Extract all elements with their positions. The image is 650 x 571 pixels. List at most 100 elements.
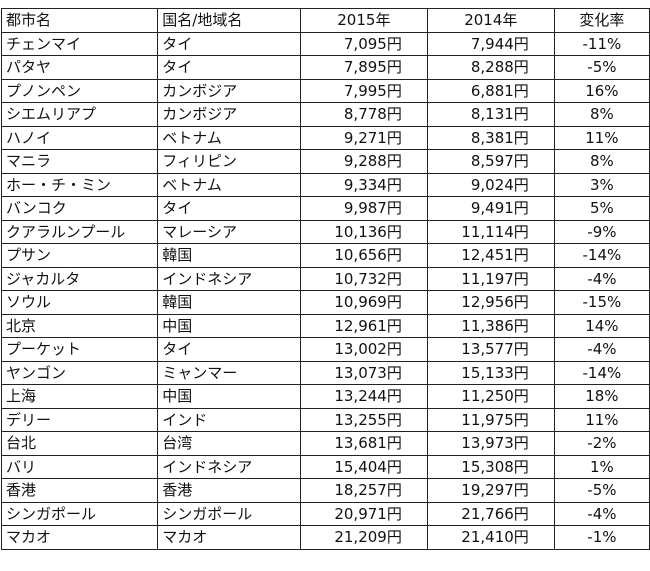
city-cell: ソウル bbox=[0, 290, 159, 315]
price-2014-cell: 12,451円 bbox=[426, 243, 555, 268]
city-cell: プーケット bbox=[0, 337, 159, 362]
table-row: デリー インド 13,255円 11,975円 11% bbox=[0, 407, 650, 432]
change-rate-cell: 11% bbox=[553, 125, 650, 150]
table-row: 香港 香港 18,257円 19,297円 -5% bbox=[0, 478, 650, 503]
country-cell: ベトナム bbox=[157, 125, 301, 150]
price-2014-cell: 15,308円 bbox=[426, 454, 555, 479]
price-2014-cell: 11,197円 bbox=[426, 266, 555, 291]
table-row: クアラルンプール マレーシア 10,136円 11,114円 -9% bbox=[0, 219, 650, 244]
country-cell: フィリピン bbox=[157, 149, 301, 174]
table-row: シエムリアプ カンボジア 8,778円 8,131円 8% bbox=[0, 102, 650, 127]
city-cell: シエムリアプ bbox=[0, 102, 159, 127]
table-row: 北京 中国 12,961円 11,386円 14% bbox=[0, 313, 650, 338]
header-2014: 2014年 bbox=[426, 8, 555, 33]
price-2014-cell: 11,386円 bbox=[426, 313, 555, 338]
price-2014-cell: 6,881円 bbox=[426, 78, 555, 103]
country-cell: インドネシア bbox=[157, 266, 301, 291]
table-row: チェンマイ タイ 7,095円 7,944円 -11% bbox=[0, 31, 650, 56]
city-cell: シンガポール bbox=[0, 501, 159, 526]
price-2014-cell: 19,297円 bbox=[426, 478, 555, 503]
table-row: バンコク タイ 9,987円 9,491円 5% bbox=[0, 196, 650, 221]
price-2014-cell: 13,973円 bbox=[426, 431, 555, 456]
country-cell: 台湾 bbox=[157, 431, 301, 456]
price-2015-cell: 9,334円 bbox=[299, 172, 428, 197]
price-2014-cell: 9,491円 bbox=[426, 196, 555, 221]
price-2014-cell: 11,114円 bbox=[426, 219, 555, 244]
price-2015-cell: 10,732円 bbox=[299, 266, 428, 291]
header-2015: 2015年 bbox=[299, 8, 428, 33]
price-2015-cell: 12,961円 bbox=[299, 313, 428, 338]
change-rate-cell: 5% bbox=[553, 196, 650, 221]
city-cell: 台北 bbox=[0, 431, 159, 456]
price-2015-cell: 7,095円 bbox=[299, 31, 428, 56]
city-cell: パタヤ bbox=[0, 55, 159, 80]
price-2014-cell: 11,975円 bbox=[426, 407, 555, 432]
city-cell: ジャカルタ bbox=[0, 266, 159, 291]
table-row: ソウル 韓国 10,969円 12,956円 -15% bbox=[0, 290, 650, 315]
change-rate-cell: -14% bbox=[553, 360, 650, 385]
change-rate-cell: 14% bbox=[553, 313, 650, 338]
city-cell: 北京 bbox=[0, 313, 159, 338]
country-cell: タイ bbox=[157, 337, 301, 362]
city-cell: ヤンゴン bbox=[0, 360, 159, 385]
price-2015-cell: 10,136円 bbox=[299, 219, 428, 244]
city-cell: バンコク bbox=[0, 196, 159, 221]
country-cell: マカオ bbox=[157, 525, 301, 550]
price-2015-cell: 13,002円 bbox=[299, 337, 428, 362]
table-row: ヤンゴン ミャンマー 13,073円 15,133円 -14% bbox=[0, 360, 650, 385]
price-2015-cell: 13,681円 bbox=[299, 431, 428, 456]
table-row: ホー・チ・ミン ベトナム 9,334円 9,024円 3% bbox=[0, 172, 650, 197]
change-rate-cell: -5% bbox=[553, 478, 650, 503]
price-2015-cell: 7,995円 bbox=[299, 78, 428, 103]
change-rate-cell: 16% bbox=[553, 78, 650, 103]
country-cell: マレーシア bbox=[157, 219, 301, 244]
country-cell: インドネシア bbox=[157, 454, 301, 479]
table-row: ハノイ ベトナム 9,271円 8,381円 11% bbox=[0, 125, 650, 150]
price-2014-cell: 21,766円 bbox=[426, 501, 555, 526]
price-2015-cell: 9,987円 bbox=[299, 196, 428, 221]
city-cell: プノンペン bbox=[0, 78, 159, 103]
country-cell: インド bbox=[157, 407, 301, 432]
city-cell: クアラルンプール bbox=[0, 219, 159, 244]
change-rate-cell: 3% bbox=[553, 172, 650, 197]
change-rate-cell: -4% bbox=[553, 337, 650, 362]
country-cell: ミャンマー bbox=[157, 360, 301, 385]
price-2015-cell: 13,255円 bbox=[299, 407, 428, 432]
price-2014-cell: 15,133円 bbox=[426, 360, 555, 385]
city-cell: マニラ bbox=[0, 149, 159, 174]
price-2015-cell: 13,244円 bbox=[299, 384, 428, 409]
change-rate-cell: -11% bbox=[553, 31, 650, 56]
price-2015-cell: 20,971円 bbox=[299, 501, 428, 526]
table-row: マニラ フィリピン 9,288円 8,597円 8% bbox=[0, 149, 650, 174]
table-row: バリ インドネシア 15,404円 15,308円 1% bbox=[0, 454, 650, 479]
change-rate-cell: -14% bbox=[553, 243, 650, 268]
city-cell: ホー・チ・ミン bbox=[0, 172, 159, 197]
table-row: 上海 中国 13,244円 11,250円 18% bbox=[0, 384, 650, 409]
header-change: 変化率 bbox=[553, 8, 650, 33]
price-2014-cell: 8,597円 bbox=[426, 149, 555, 174]
price-2015-cell: 8,778円 bbox=[299, 102, 428, 127]
price-2015-cell: 10,969円 bbox=[299, 290, 428, 315]
price-2014-cell: 13,577円 bbox=[426, 337, 555, 362]
change-rate-cell: -4% bbox=[553, 501, 650, 526]
change-rate-cell: 8% bbox=[553, 102, 650, 127]
price-2014-cell: 8,381円 bbox=[426, 125, 555, 150]
price-2014-cell: 8,288円 bbox=[426, 55, 555, 80]
table-row: プサン 韓国 10,656円 12,451円 -14% bbox=[0, 243, 650, 268]
table-body: 都市名 国名/地域名 2015年 2014年 変化率 チェンマイ タイ 7,095円… bbox=[0, 8, 650, 550]
city-cell: ハノイ bbox=[0, 125, 159, 150]
price-2015-cell: 9,271円 bbox=[299, 125, 428, 150]
change-rate-cell: -15% bbox=[553, 290, 650, 315]
country-cell: 香港 bbox=[157, 478, 301, 503]
header-country: 国名/地域名 bbox=[157, 8, 301, 33]
price-2014-cell: 11,250円 bbox=[426, 384, 555, 409]
header-row: 都市名 国名/地域名 2015年 2014年 変化率 bbox=[0, 8, 650, 33]
change-rate-cell: -9% bbox=[553, 219, 650, 244]
price-2015-cell: 9,288円 bbox=[299, 149, 428, 174]
city-cell: マカオ bbox=[0, 525, 159, 550]
country-cell: 韓国 bbox=[157, 243, 301, 268]
city-cell: 上海 bbox=[0, 384, 159, 409]
country-cell: タイ bbox=[157, 55, 301, 80]
hotel-price-table: 都市名 国名/地域名 2015年 2014年 変化率 チェンマイ タイ 7,095円… bbox=[0, 8, 650, 550]
table-row: プーケット タイ 13,002円 13,577円 -4% bbox=[0, 337, 650, 362]
